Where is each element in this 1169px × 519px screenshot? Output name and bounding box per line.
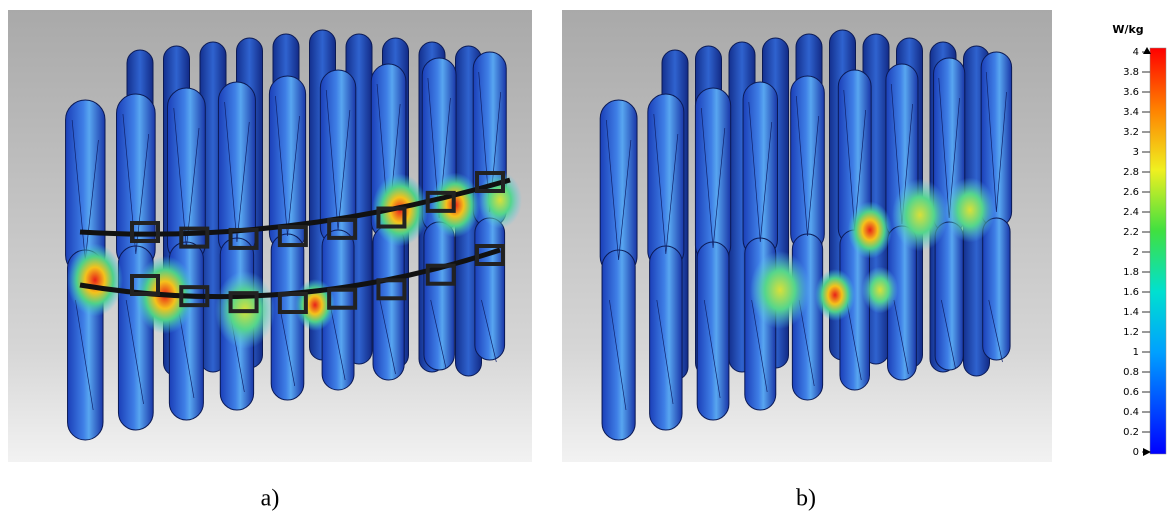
panel-b-teeth	[599, 29, 1013, 441]
hot-spot	[862, 266, 898, 314]
tick-label: 2.4	[1123, 207, 1139, 218]
hot-spot	[750, 251, 810, 329]
colorbar-ticks: 0 0.2 0.4 0.6 0.8 1 1.2 1.4 1.6 1.8 2 2.2 2.4 2.6 2.8 3…	[1123, 47, 1151, 458]
tick-label: 3.8	[1123, 67, 1139, 78]
mesh-line	[122, 113, 150, 405]
bracket	[376, 206, 407, 229]
panel-a-teeth	[65, 29, 522, 441]
lower-tooth	[474, 217, 506, 361]
tick-label: 0.8	[1123, 367, 1139, 378]
tick-label: 3.4	[1123, 107, 1139, 118]
mesh-line	[748, 101, 773, 393]
lower-tooth	[696, 241, 730, 421]
bracket	[228, 291, 259, 314]
bracket	[277, 292, 308, 314]
tick-label: 2.2	[1123, 227, 1139, 238]
tick-label: 1.2	[1123, 327, 1139, 338]
hot-spot	[892, 178, 948, 252]
tick-label: 2	[1133, 247, 1139, 258]
tick-label: 1.6	[1123, 287, 1139, 298]
hot-spot	[848, 201, 892, 259]
bracket	[179, 285, 210, 308]
mesh-line	[605, 119, 632, 411]
tick-label: 0	[1133, 447, 1139, 458]
tick-label: 0.2	[1123, 427, 1139, 438]
tick-label: 0.4	[1123, 407, 1139, 418]
min-arrow	[1143, 448, 1151, 456]
mesh-line	[700, 107, 726, 399]
upper-tooth	[790, 75, 825, 252]
bracket	[277, 225, 308, 248]
upper-tooth	[742, 81, 778, 258]
mesh-line	[653, 113, 679, 405]
bracket	[228, 227, 259, 250]
bracket	[179, 226, 210, 249]
tick-label: 3.6	[1123, 87, 1139, 98]
lower-tooth	[649, 245, 683, 431]
upper-tooth	[694, 87, 732, 264]
tick-label: 1.4	[1123, 307, 1139, 318]
bracket	[327, 287, 358, 310]
bracket	[475, 244, 505, 266]
upper-tooth	[166, 87, 206, 264]
hot-spot	[478, 171, 522, 229]
bracket	[130, 274, 160, 296]
tick-label: 0.6	[1123, 387, 1139, 398]
lower-tooth	[372, 225, 405, 381]
lower-tooth	[601, 249, 636, 441]
lower-tooth	[934, 221, 964, 371]
bracket	[475, 171, 505, 193]
tick-label: 4	[1133, 47, 1139, 58]
tick-label: 2.8	[1123, 167, 1139, 178]
tick-label: 2.6	[1123, 187, 1139, 198]
hot-spot	[945, 177, 995, 243]
hot-spot	[815, 269, 855, 321]
bracket	[376, 278, 407, 301]
bracket	[425, 263, 456, 286]
tick-label: 1	[1133, 347, 1139, 358]
lower-tooth	[423, 221, 455, 371]
caption: a)	[261, 486, 280, 512]
tick-label: 3.2	[1123, 127, 1139, 138]
lower-tooth	[982, 217, 1011, 361]
bracket	[130, 221, 160, 243]
mesh-line	[275, 95, 300, 387]
max-arrow	[1143, 47, 1151, 54]
upper-tooth	[647, 93, 685, 270]
caption: b)	[796, 486, 816, 512]
mesh-line	[985, 71, 1007, 363]
colorbar	[1149, 47, 1167, 455]
upper-tooth	[599, 99, 638, 276]
colorbar-title: W/kg	[1112, 23, 1143, 36]
hot-spot	[67, 243, 123, 317]
bracket	[425, 190, 456, 213]
tick-label: 3	[1133, 147, 1139, 158]
bracket	[327, 217, 358, 240]
tick-label: 1.8	[1123, 267, 1139, 278]
